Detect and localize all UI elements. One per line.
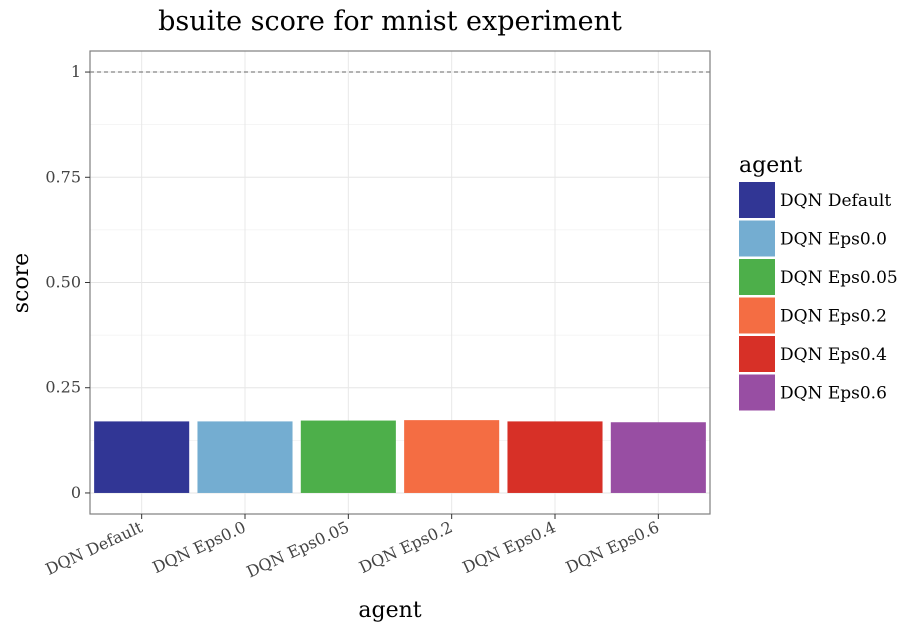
legend-swatch xyxy=(739,220,775,257)
legend-label: DQN Eps0.4 xyxy=(780,345,887,365)
bar xyxy=(300,420,396,493)
x-tick-label: DQN Eps0.0 xyxy=(149,517,248,577)
bar xyxy=(94,421,190,493)
legend-swatch xyxy=(739,374,775,411)
x-axis-title: agent xyxy=(358,598,421,623)
y-tick-label: 1 xyxy=(71,62,81,81)
legend-title: agent xyxy=(739,153,802,178)
legend-swatch xyxy=(739,297,775,334)
legend-label: DQN Eps0.0 xyxy=(780,230,887,250)
bar xyxy=(197,421,293,493)
y-axis-title: score xyxy=(9,253,34,313)
bar xyxy=(610,422,706,493)
legend-label: DQN Default xyxy=(780,191,891,211)
y-tick-label: 0.25 xyxy=(45,378,81,397)
x-tick-label: DQN Eps0.4 xyxy=(459,517,558,577)
bar xyxy=(404,420,500,493)
x-tick-label: DQN Eps0.2 xyxy=(356,517,455,577)
bar xyxy=(507,421,603,493)
y-tick-label: 0.50 xyxy=(45,273,81,292)
legend-swatch xyxy=(739,259,775,295)
legend-swatch xyxy=(739,336,775,372)
x-tick-label: DQN Eps0.05 xyxy=(244,517,352,581)
y-tick-label: 0 xyxy=(71,483,81,502)
y-tick-label: 0.75 xyxy=(45,167,81,186)
legend-label: DQN Eps0.6 xyxy=(780,384,887,404)
legend-label: DQN Eps0.05 xyxy=(780,268,898,288)
chart-title: bsuite score for mnist experiment xyxy=(158,6,622,37)
legend-swatch xyxy=(739,182,775,218)
legend: agent DQN Default DQN Eps0.0 DQN Eps0.05 DQ… xyxy=(739,153,898,411)
legend-label: DQN Eps0.2 xyxy=(780,307,887,327)
x-tick-label: DQN Default xyxy=(42,517,145,579)
x-tick-label: DQN Eps0.6 xyxy=(563,517,662,577)
